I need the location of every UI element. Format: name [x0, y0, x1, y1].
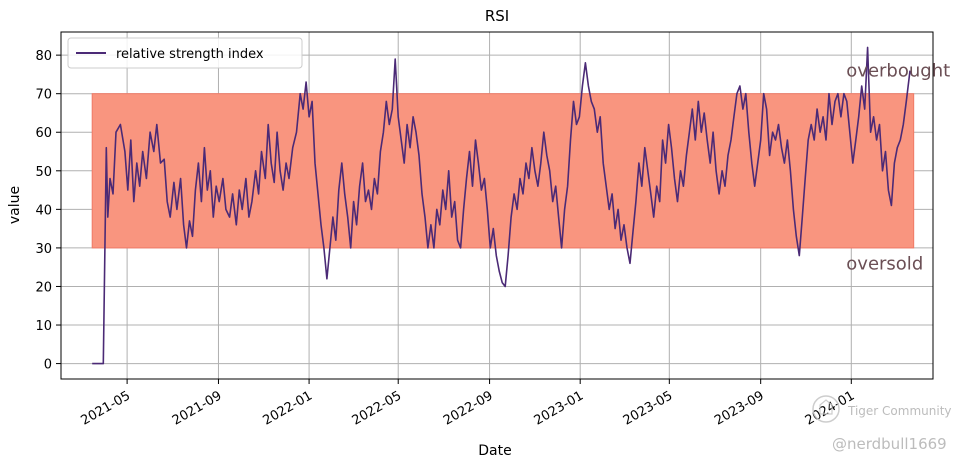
x-tick-label: 2022-01 — [261, 388, 316, 428]
series-layer — [92, 46, 911, 365]
x-axis-label: Date — [478, 443, 511, 459]
legend-box — [67, 37, 303, 69]
band-layer — [91, 93, 915, 249]
x-tick-label: 2023-05 — [621, 388, 676, 428]
rsi-series-line — [92, 46, 911, 365]
rsi-band — [91, 93, 915, 249]
legend-entry: relative strength index — [116, 47, 264, 62]
x-tick-label: 2022-05 — [350, 388, 405, 428]
legend: relative strength index — [67, 37, 303, 69]
y-axis: 0 10 20 30 40 50 60 70 80 — [35, 49, 61, 373]
x-tick-label: 2023-09 — [712, 388, 767, 428]
y-tick-label: 60 — [35, 126, 52, 141]
watermark-handle: @nerdbull1669 — [832, 435, 947, 453]
annotations: overbought oversold — [846, 61, 950, 275]
tiger-logo-icon — [812, 395, 840, 423]
y-tick-label: 20 — [35, 280, 52, 295]
plot-frame — [60, 31, 934, 380]
x-axis: 2021-05 2021-09 2022-01 2022-05 2022-09 2023-… — [79, 379, 857, 429]
x-tick-label: 2022-09 — [441, 388, 496, 428]
chart-title: RSI — [485, 7, 509, 25]
watermark: Tiger Community @nerdbull1669 — [812, 395, 952, 453]
y-tick-label: 70 — [35, 88, 52, 103]
y-tick-label: 50 — [35, 165, 52, 180]
x-tick-label: 2021-05 — [79, 388, 134, 428]
annotation-overbought: overbought — [846, 61, 950, 82]
y-tick-label: 80 — [35, 49, 52, 64]
y-tick-label: 0 — [44, 358, 52, 373]
y-tick-label: 10 — [35, 319, 52, 334]
y-tick-label: 40 — [35, 203, 52, 218]
x-tick-label: 2021-09 — [170, 388, 225, 428]
y-axis-label: value — [7, 186, 23, 224]
x-tick-label: 2023-01 — [532, 388, 587, 428]
watermark-brand: Tiger Community — [847, 404, 952, 418]
annotation-oversold: oversold — [846, 253, 923, 274]
y-tick-label: 30 — [35, 242, 52, 257]
